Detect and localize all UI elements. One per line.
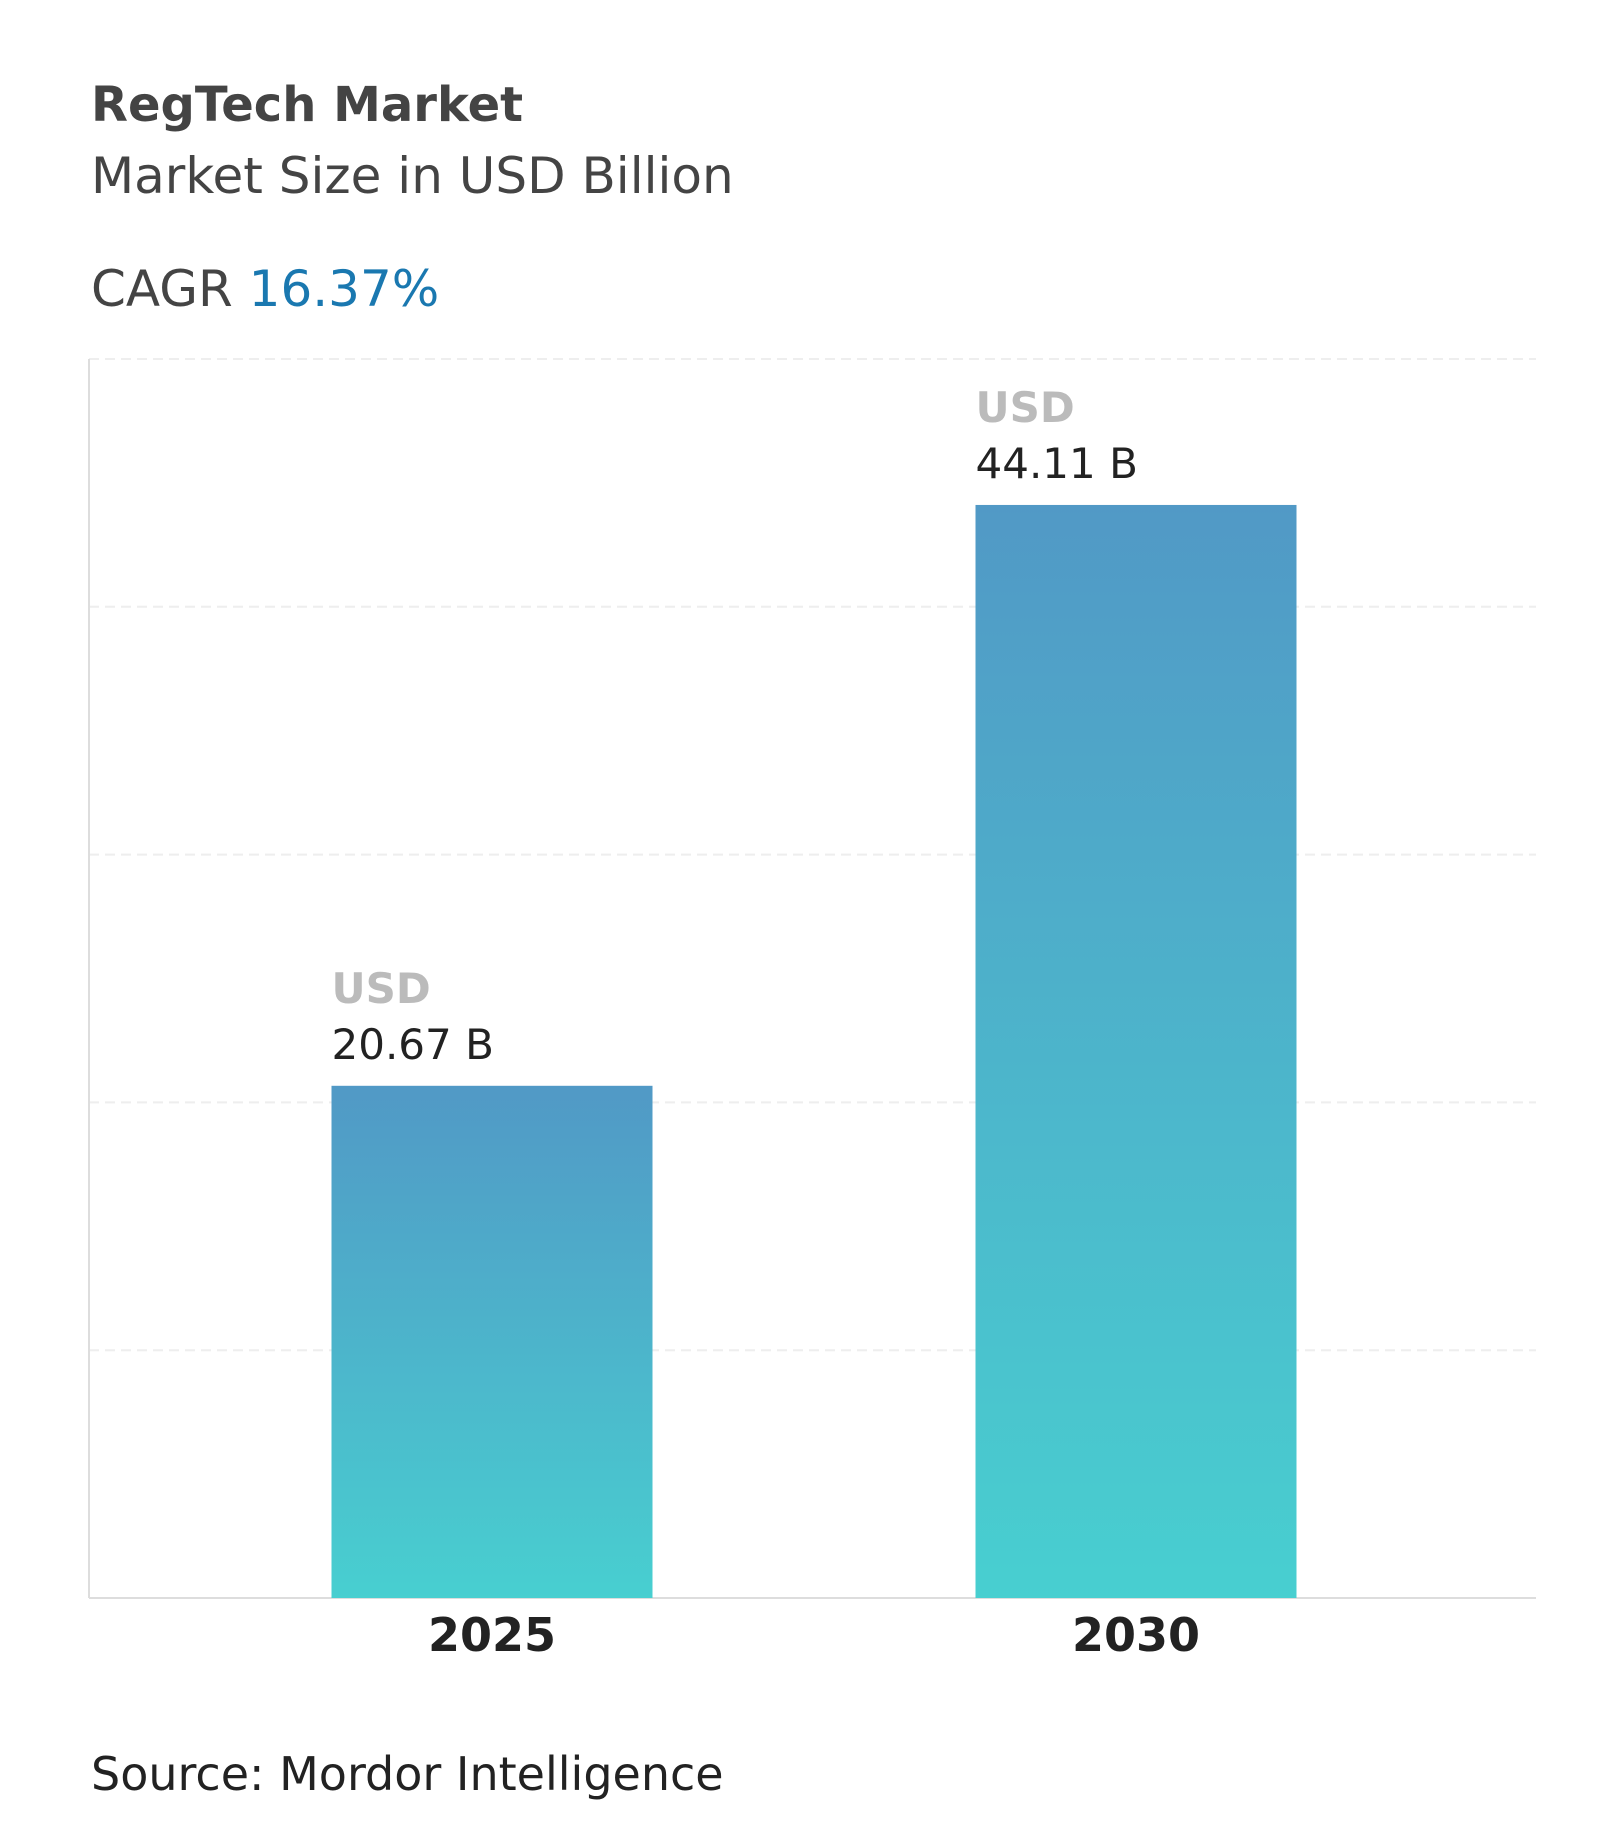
- value-label: 44.11 B: [976, 439, 1138, 488]
- source: Source: Mordor Intelligence: [91, 1747, 724, 1801]
- value-label: 20.67 B: [332, 1020, 494, 1069]
- chart-title: RegTech Market: [91, 77, 523, 133]
- value-label-prefix: USD: [332, 964, 431, 1013]
- value-label-prefix: USD: [976, 383, 1075, 432]
- chart-subtitle: Market Size in USD Billion: [91, 147, 734, 205]
- x-tick-label: 2025: [428, 1608, 556, 1662]
- cagr-value: 16.37%: [249, 260, 440, 318]
- x-tick-label: 2030: [1072, 1608, 1200, 1662]
- bar: [331, 1085, 653, 1598]
- cagr-label: CAGR 16.37%: [91, 260, 439, 318]
- bar: [975, 504, 1297, 1598]
- cagr-label-text: CAGR: [91, 260, 233, 318]
